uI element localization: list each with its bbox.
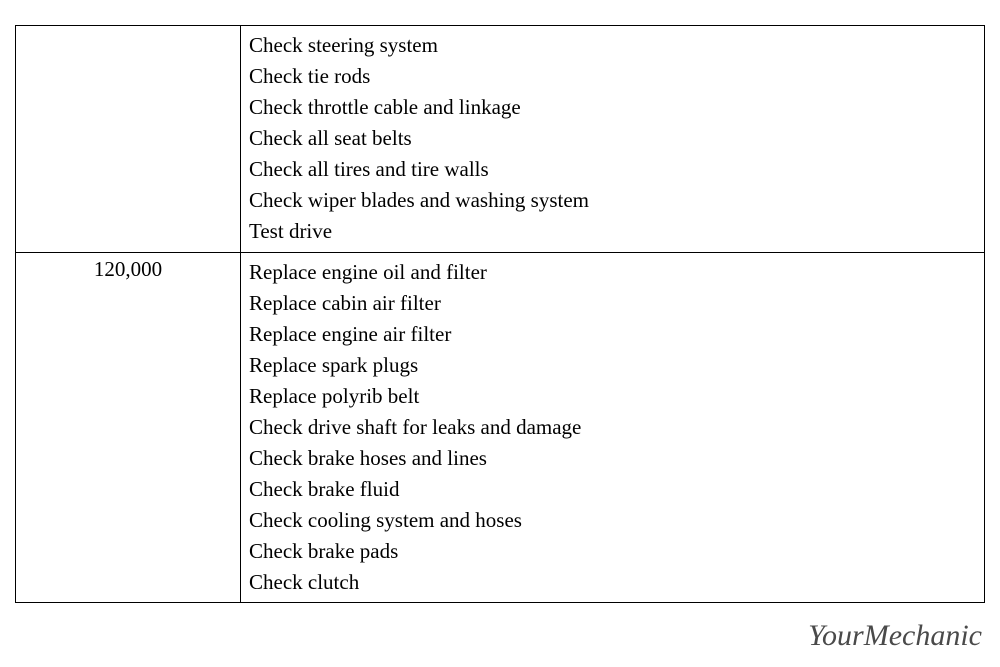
mileage-cell: 120,000 bbox=[16, 252, 241, 603]
task-item: Check clutch bbox=[249, 567, 976, 598]
task-item: Check brake pads bbox=[249, 536, 976, 567]
mileage-value: 120,000 bbox=[94, 257, 162, 281]
task-item: Check wiper blades and washing system bbox=[249, 185, 976, 216]
task-item: Check tie rods bbox=[249, 61, 976, 92]
task-item: Replace spark plugs bbox=[249, 350, 976, 381]
maintenance-schedule-table: Check steering system Check tie rods Che… bbox=[15, 25, 985, 603]
task-item: Check cooling system and hoses bbox=[249, 505, 976, 536]
task-item: Replace cabin air filter bbox=[249, 288, 976, 319]
table-row: 120,000 Replace engine oil and filter Re… bbox=[16, 252, 985, 603]
task-item: Check steering system bbox=[249, 30, 976, 61]
task-item: Check drive shaft for leaks and damage bbox=[249, 412, 976, 443]
task-item: Check all seat belts bbox=[249, 123, 976, 154]
task-item: Check brake fluid bbox=[249, 474, 976, 505]
task-item: Replace polyrib belt bbox=[249, 381, 976, 412]
table-body: Check steering system Check tie rods Che… bbox=[16, 26, 985, 603]
tasks-cell: Replace engine oil and filter Replace ca… bbox=[241, 252, 985, 603]
task-item: Replace engine oil and filter bbox=[249, 257, 976, 288]
task-item: Test drive bbox=[249, 216, 976, 247]
tasks-cell: Check steering system Check tie rods Che… bbox=[241, 26, 985, 253]
table-row: Check steering system Check tie rods Che… bbox=[16, 26, 985, 253]
task-item: Replace engine air filter bbox=[249, 319, 976, 350]
task-item: Check brake hoses and lines bbox=[249, 443, 976, 474]
mileage-cell bbox=[16, 26, 241, 253]
task-item: Check all tires and tire walls bbox=[249, 154, 976, 185]
task-item: Check throttle cable and linkage bbox=[249, 92, 976, 123]
watermark-logo: YourMechanic bbox=[808, 619, 982, 653]
